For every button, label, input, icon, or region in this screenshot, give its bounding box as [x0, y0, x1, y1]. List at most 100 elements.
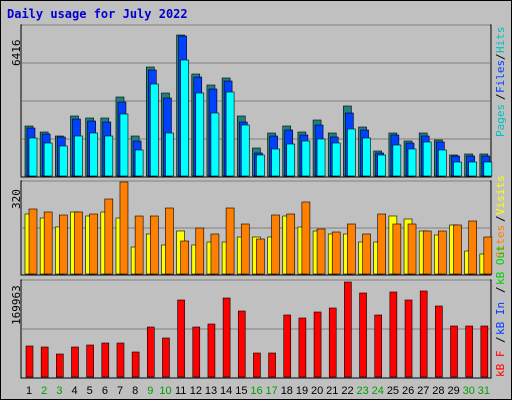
bar-hits	[483, 161, 493, 177]
bar-kbf	[131, 351, 140, 378]
legend-sep-3: /	[494, 215, 507, 222]
bar-kbf	[374, 314, 383, 378]
bar-hits	[43, 142, 53, 177]
x-tick-label: 20	[311, 385, 323, 397]
bar-hits	[468, 161, 477, 177]
bar-sites	[286, 213, 296, 275]
bar-kbf	[146, 326, 155, 378]
bar-sites	[362, 233, 371, 275]
bar-sites	[468, 220, 477, 275]
bar-hits	[331, 142, 341, 177]
bar-sites	[165, 207, 174, 275]
x-tick-label: 8	[132, 385, 138, 397]
x-tick-label: 28	[432, 385, 444, 397]
bar-hits	[362, 137, 371, 177]
bar-kbf	[86, 344, 94, 378]
x-tick-label: 21	[326, 385, 338, 397]
bar-sites	[407, 223, 417, 275]
bar-kbf	[359, 292, 367, 378]
bar-sites	[59, 214, 68, 275]
bar-sites	[74, 211, 83, 275]
bar-hits	[377, 154, 387, 177]
legend-visits: Visits	[494, 175, 507, 215]
legend-sep-5: /	[494, 286, 507, 293]
bar-kbf	[389, 291, 398, 378]
chart-title: Daily usage for July 2022	[7, 7, 188, 21]
x-tick-label: 30	[463, 385, 475, 397]
bar-sites	[271, 214, 280, 275]
x-tick-label: 10	[159, 385, 171, 397]
bar-hits	[210, 112, 220, 177]
bar-sites	[438, 230, 447, 275]
bar-sites	[195, 227, 205, 275]
bar-hits	[195, 92, 205, 177]
bar-sites	[240, 223, 250, 275]
ymax-label-visits: 320	[10, 189, 23, 209]
x-tick-label: 26	[402, 385, 414, 397]
bar-kbf	[283, 314, 292, 378]
bar-sites	[483, 236, 493, 275]
bar-kbf	[162, 337, 170, 378]
bar-hits	[89, 132, 98, 177]
x-tick-label: 19	[296, 385, 308, 397]
x-tick-label: 25	[387, 385, 399, 397]
x-tick-label: 11	[175, 385, 186, 397]
bar-sites	[256, 238, 265, 275]
x-tick-label: 2	[41, 385, 47, 397]
bar-sites	[225, 207, 235, 275]
x-tick-label: 12	[190, 385, 202, 397]
x-tick-label: 23	[357, 385, 369, 397]
bar-sites	[149, 215, 159, 275]
bar-kbf	[404, 299, 413, 378]
bar-hits	[301, 140, 311, 177]
bar-kbf	[435, 305, 443, 378]
bar-kbf	[450, 325, 458, 378]
bar-kbf	[71, 346, 79, 378]
legend-kbf: kB F	[494, 350, 507, 378]
bar-hits	[422, 141, 432, 177]
legend-sep-4: /	[494, 336, 507, 343]
bar-sites	[43, 211, 53, 275]
bar-hits	[134, 149, 144, 177]
bar-hits	[74, 135, 83, 177]
bar-sites	[301, 201, 311, 275]
x-tick-label: 18	[281, 385, 293, 397]
bar-sites	[89, 213, 98, 275]
bar-kbf	[56, 353, 64, 378]
bar-kbf	[222, 297, 231, 378]
bar-sites	[119, 181, 129, 275]
x-tick-label: 5	[87, 385, 93, 397]
bar-sites	[180, 240, 189, 275]
x-tick-label: 6	[102, 385, 108, 397]
bar-sites	[331, 231, 341, 275]
bar-hits	[256, 154, 265, 177]
bar-hits	[407, 148, 417, 177]
x-tick-label: 7	[117, 385, 123, 397]
bar-sites	[453, 224, 462, 275]
x-tick-label: 13	[205, 385, 217, 397]
legend-sep-2: /	[494, 53, 507, 60]
bar-kbf	[25, 345, 34, 378]
bar-sites	[392, 223, 402, 275]
bar-hits	[392, 144, 402, 177]
bar-sites	[422, 230, 432, 275]
bar-hits	[28, 137, 38, 177]
ymax-label-hits: 6416	[10, 39, 23, 67]
bar-sites	[377, 213, 387, 275]
bar-kbf	[419, 290, 428, 378]
bar-hits	[225, 91, 235, 177]
bar-kbf	[313, 311, 322, 378]
bar-kbf	[268, 352, 276, 378]
legend-sep-1: /	[494, 93, 507, 100]
bar-sites	[104, 198, 114, 275]
bar-kbf	[177, 299, 185, 378]
x-tick-label: 1	[26, 385, 32, 397]
bar-hits	[240, 124, 250, 177]
bar-sites	[210, 233, 220, 275]
bar-hits	[104, 135, 114, 177]
bar-kbf	[465, 325, 473, 378]
bar-sites	[28, 208, 38, 275]
bar-hits	[453, 161, 462, 177]
bar-kbf	[40, 346, 49, 378]
